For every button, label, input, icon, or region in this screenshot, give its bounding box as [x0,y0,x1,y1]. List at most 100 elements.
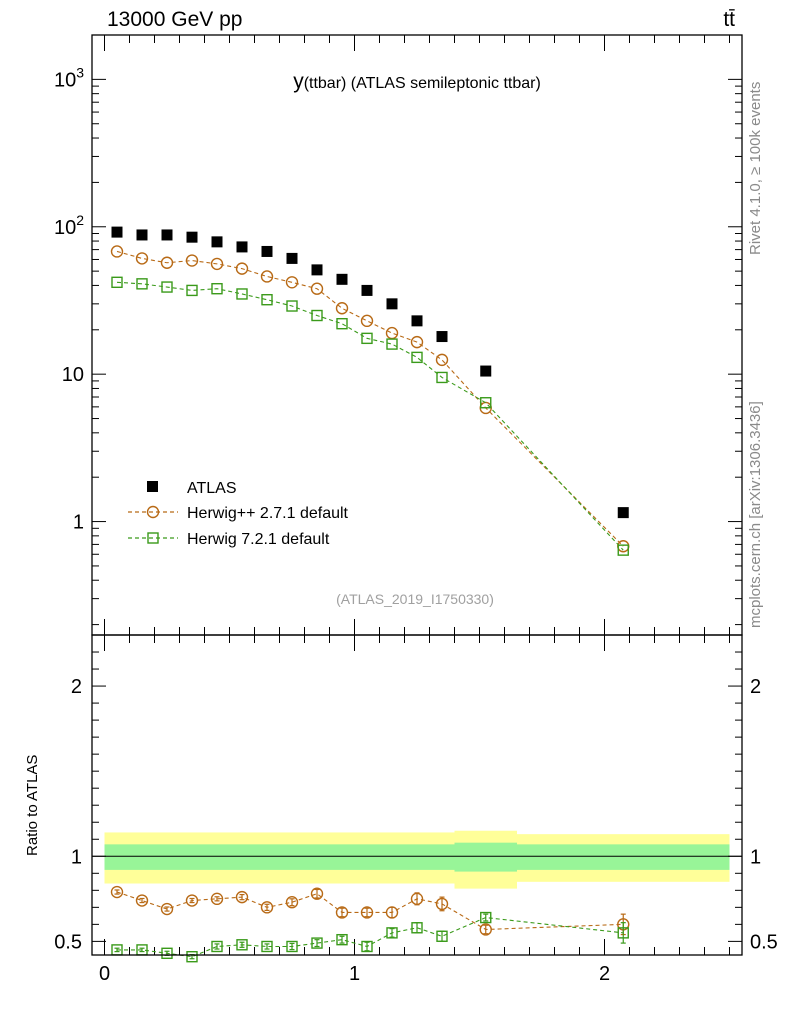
main-point-atlas [311,264,323,276]
main-point-atlas [361,284,373,296]
ratio-point-herwig7 [480,911,492,924]
ratio-point-herwig7 [286,940,298,953]
ratio-point-herwig7 [436,930,448,942]
x-tick-label: 0 [99,963,110,985]
rivet-version-label: Rivet 4.1.0, ≥ 100k events [747,82,764,255]
main-point-herwigpp [185,254,199,267]
main-point-herwig7 [436,371,448,384]
ratio-y-tick-label-right: 1 [750,846,761,868]
ratio-point-herwig7 [386,927,398,939]
ratio-frame [91,634,743,956]
main-point-herwigpp [435,353,449,367]
main-point-atlas [480,365,492,377]
ratio-line-herwigpp [116,891,624,931]
main-y-tick-label: 1 [73,512,84,534]
main-point-atlas [186,231,198,243]
main-point-herwig7 [336,317,348,330]
main-point-atlas [411,315,423,327]
main-point-herwigpp [160,256,174,269]
main-line-herwigpp [116,250,624,547]
main-point-atlas [286,252,298,264]
legend-label-herwig7: Herwig 7.2.1 default [187,531,330,548]
main-data-layer [110,226,630,556]
main-point-herwigpp [235,262,249,275]
main-y-tick-label-base: 10 [54,217,76,239]
main-point-herwigpp [335,302,349,315]
main-point-herwigpp [285,276,299,289]
main-point-herwig7 [136,278,148,290]
ratio-y-tick-label: 0.5 [54,931,82,953]
ratio-point-herwig7 [161,947,173,959]
legend-marker-herwig7 [147,532,159,544]
collision-energy-label: 13000 GeV pp [107,8,242,31]
main-y-tick-label-exponent: 2 [76,212,84,228]
ratio-point-herwigpp [360,906,374,919]
ratio-axis-ticks [92,635,742,955]
main-point-herwig7 [386,338,398,350]
main-point-herwigpp [310,282,324,295]
main-point-herwig7 [161,281,173,293]
main-point-herwig7 [211,283,223,295]
ratio-band-inner [517,844,730,870]
ratio-band-inner [454,842,517,872]
ratio-point-herwigpp [210,892,224,906]
main-y-tick-label-base: 10 [62,364,84,386]
main-point-atlas [236,241,248,253]
ratio-line-herwig7 [117,916,624,958]
ratio-point-herwig7 [236,939,248,951]
main-point-herwig7 [480,397,492,409]
ratio-panel: 0.5 0.5 1 1 2 2 0 1 2 Ratio to ATLAS [24,634,778,985]
ratio-point-herwigpp [160,902,174,916]
x-tick-label: 2 [599,963,610,985]
legend-label-atlas: ATLAS [187,480,237,497]
mcplots-label: mcplots.cern.ch [arXiv:1306.3436] [747,401,764,628]
ratio-y-tick-labels: 0.5 0.5 1 1 2 2 [54,676,778,953]
main-y-tick-label-exponent: 3 [76,64,84,80]
legend: ATLAS Herwig++ 2.7.1 default Herwig 7.2.… [128,480,349,548]
ratio-point-herwigpp [479,923,492,936]
ratio-y-tick-label-right: 0.5 [750,931,778,953]
ratio-point-herwigpp [335,906,349,919]
main-point-atlas [436,331,448,343]
ratio-point-herwigpp [435,897,449,911]
ratio-point-herwig7 [411,922,423,934]
ratio-y-tick-label: 1 [71,846,82,868]
main-point-herwigpp [210,257,224,271]
ratio-y-tick-label-right: 2 [750,676,761,698]
main-point-atlas [617,507,629,519]
chart-title-variable: y [293,70,304,93]
x-tick-labels: 0 1 2 [99,963,610,985]
ratio-point-herwig7 [617,927,629,939]
main-point-herwigpp [410,335,424,349]
ratio-point-herwigpp [310,887,324,900]
process-label: tt̄ [723,8,735,31]
ratio-point-herwig7 [336,933,348,946]
main-point-atlas [136,229,148,241]
ratio-point-herwigpp [110,885,124,899]
ratio-y-tick-label: 2 [71,676,82,698]
ratio-point-herwig7 [186,951,198,963]
ratio-point-herwigpp [135,894,149,907]
main-point-atlas [211,236,223,248]
main-point-herwigpp [135,252,149,265]
ratio-point-herwig7 [361,940,373,953]
x-tick-label: 1 [349,963,360,985]
main-point-atlas [161,229,173,241]
ratio-point-herwigpp [185,894,199,907]
main-point-herwig7 [617,544,629,556]
main-point-atlas [111,226,123,238]
ratio-point-herwig7 [211,940,223,953]
chart-title-rest: (ttbar) (ATLAS semileptonic ttbar) [304,75,541,92]
legend-marker-herwigpp [146,505,160,519]
main-point-herwigpp [385,326,399,340]
main-point-herwigpp [260,270,274,283]
main-point-atlas [261,245,273,257]
main-point-atlas [336,273,348,285]
ratio-point-herwig7 [311,937,323,949]
main-y-tick-label: 103 [54,64,84,91]
main-point-herwig7 [236,288,248,300]
ratio-point-herwigpp [285,896,299,909]
main-point-herwigpp [360,314,374,328]
